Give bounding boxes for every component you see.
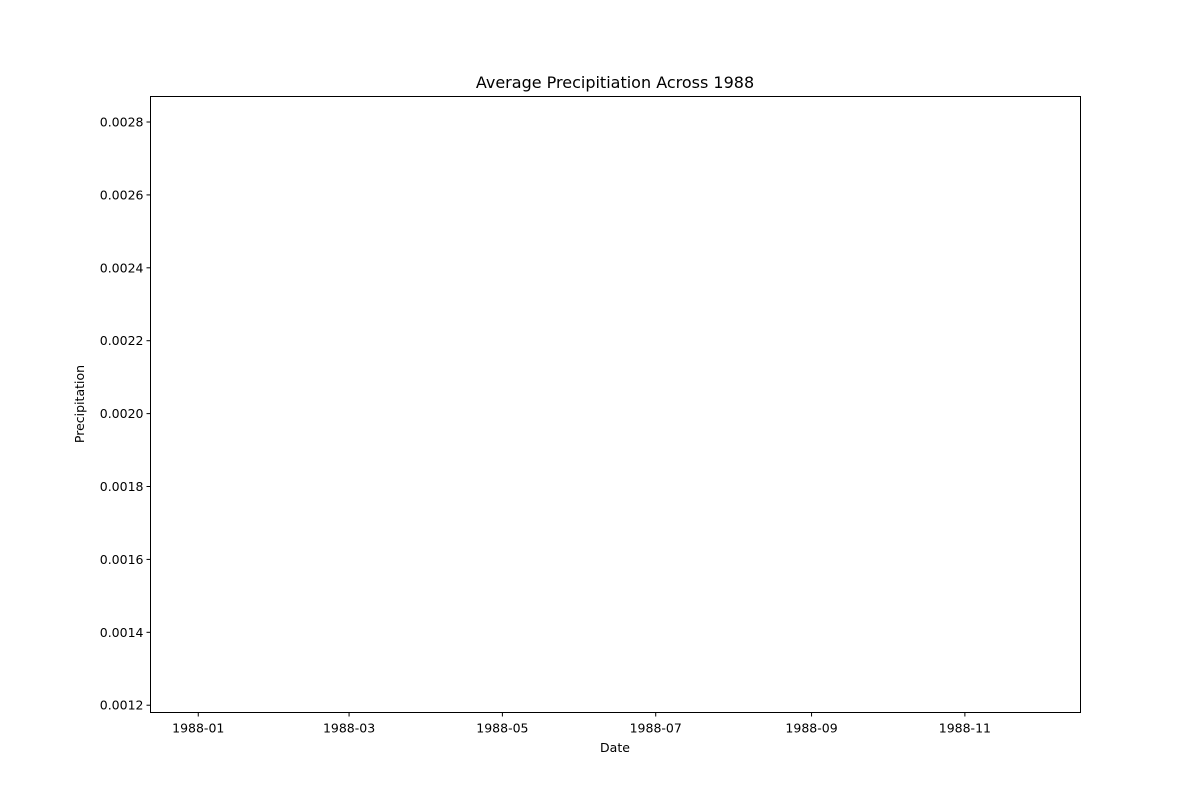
x-tick-label: 1988-09 [785,721,837,736]
y-tick-label: 0.0016 [100,552,144,567]
y-tick-label: 0.0022 [100,333,144,348]
y-tick-label: 0.0012 [100,698,144,713]
x-axis-label: Date [600,740,630,755]
y-tick-label: 0.0026 [100,187,144,202]
y-tick-label: 0.0024 [100,260,144,275]
y-tick-label: 0.0028 [100,115,144,130]
chart-title: Average Precipitiation Across 1988 [476,73,754,92]
y-tick-label: 0.0018 [100,479,144,494]
y-tick-label: 0.0014 [100,625,144,640]
x-axis-ticks: 1988-01 1988-03 1988-05 1988-07 1988-09 1988-… [172,712,991,736]
x-tick-label: 1988-03 [323,721,375,736]
y-tick-label: 0.0020 [100,406,144,421]
y-axis-ticks: 0.0012 0.0014 0.0016 0.0018 0.0020 0.0022 0.00… [100,115,151,713]
x-tick-label: 1988-01 [172,721,224,736]
y-axis-label: Precipitation [72,365,87,443]
x-tick-label: 1988-07 [630,721,682,736]
axes-frame [150,96,1081,713]
x-tick-label: 1988-05 [476,721,528,736]
x-tick-label: 1988-11 [939,721,991,736]
